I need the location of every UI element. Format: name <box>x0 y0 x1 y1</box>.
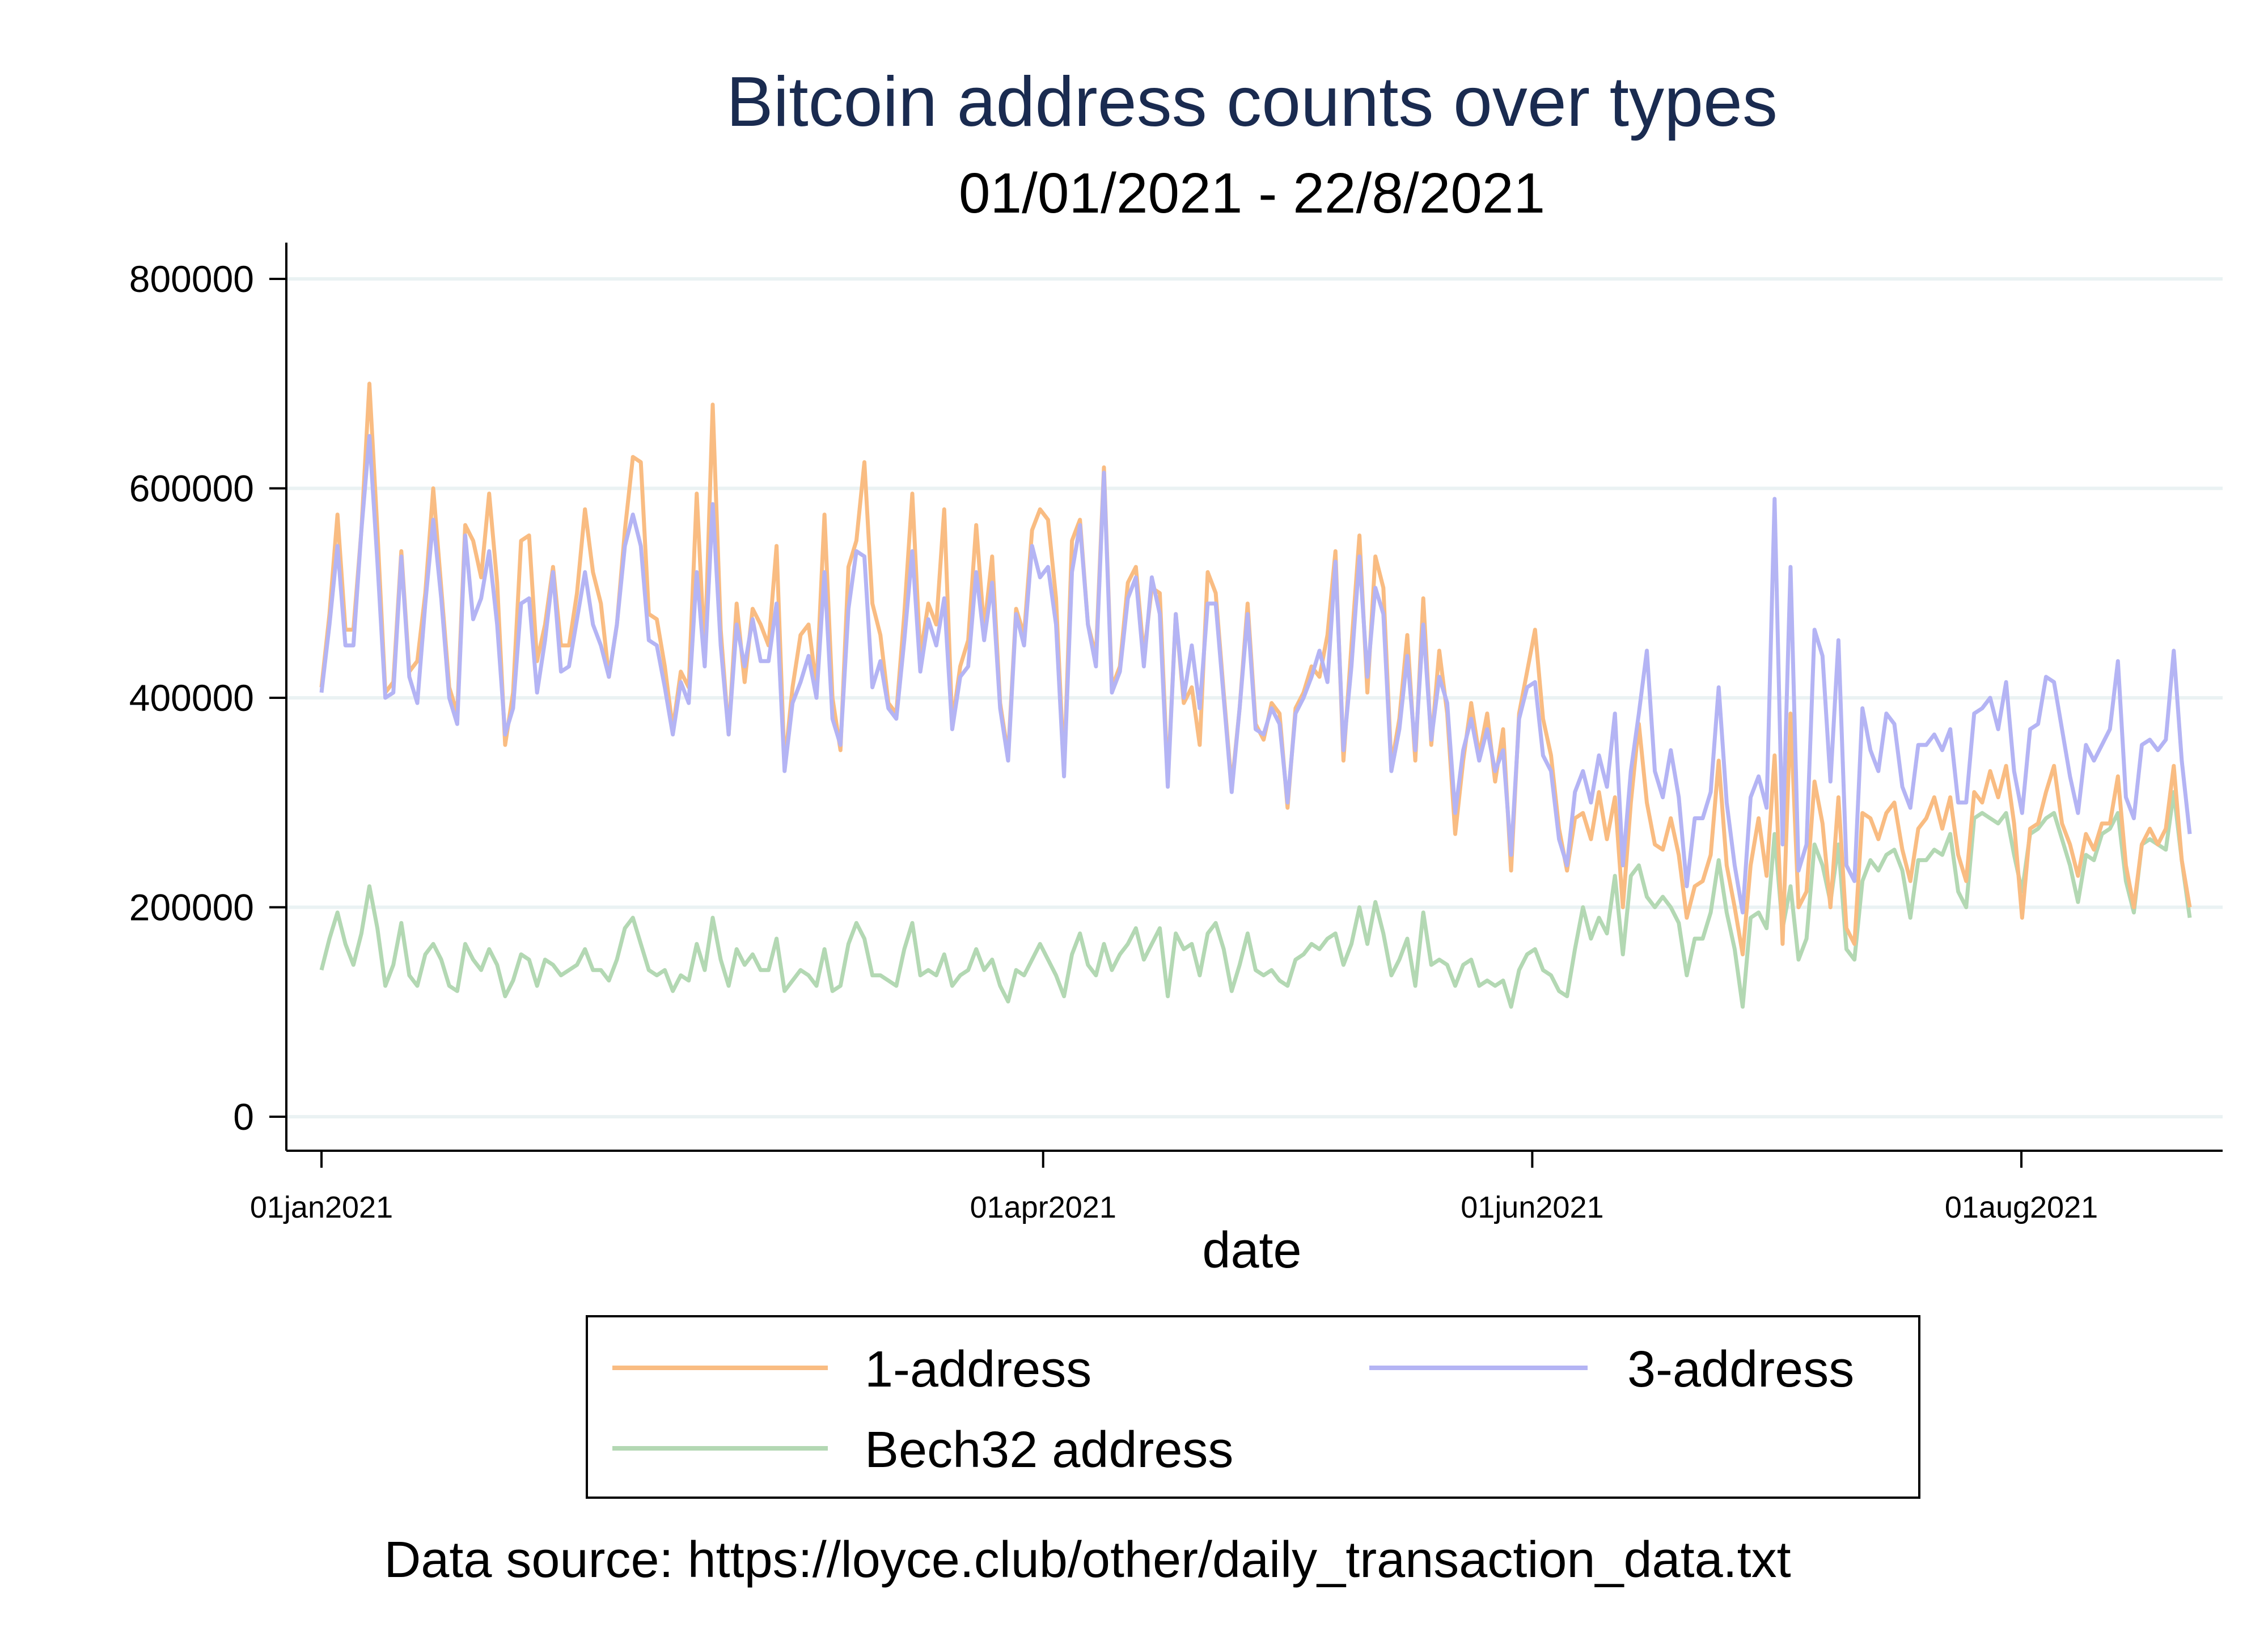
x-axis-label: date <box>1202 1222 1301 1279</box>
series-line-1-address <box>319 381 2192 957</box>
y-ticks: 0 200000 400000 600000 800000 <box>129 258 286 1138</box>
legend-label-3-address: 3-address <box>1627 1341 1854 1398</box>
y-tick-label-0: 0 <box>233 1096 254 1138</box>
x-tick-label-3: 01aug2021 <box>1945 1190 2098 1224</box>
series-layer <box>319 381 2192 1009</box>
legend-box <box>586 1315 1920 1499</box>
x-tick-label-1: 01apr2021 <box>970 1190 1116 1224</box>
data-source-note: Data source: https://loyce.club/other/da… <box>384 1532 1791 1588</box>
y-tick-label-600000: 600000 <box>129 468 254 510</box>
chart-title: Bitcoin address counts over types <box>726 63 1778 141</box>
legend: 1-address 3-address Bech32 address <box>586 1315 1920 1499</box>
legend-label-bech32-address: Bech32 address <box>865 1422 1233 1478</box>
x-ticks: 01jan2021 01apr2021 01jun2021 01aug2021 <box>250 1151 2098 1224</box>
x-tick-label-2: 01jun2021 <box>1461 1190 1603 1224</box>
series-line-bech32-address <box>319 790 2192 1009</box>
series-line-3-address <box>319 434 2192 915</box>
y-tick-label-800000: 800000 <box>129 258 254 300</box>
x-tick-label-0: 01jan2021 <box>250 1190 393 1224</box>
y-tick-label-400000: 400000 <box>129 677 254 719</box>
legend-label-1-address: 1-address <box>865 1341 1091 1398</box>
y-tick-label-200000: 200000 <box>129 887 254 929</box>
chart-subtitle: 01/01/2021 - 22/8/2021 <box>959 162 1545 225</box>
